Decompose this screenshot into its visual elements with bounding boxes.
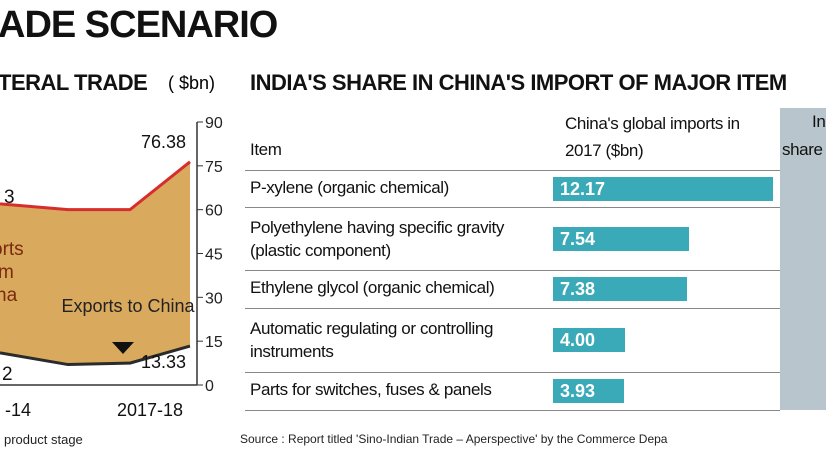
series-line — [0, 344, 191, 367]
y-tick-label: 75 — [205, 159, 223, 176]
bar-label: 7.38 — [560, 279, 596, 299]
page-title: ADE SCENARIO — [0, 4, 278, 46]
bar-label: 12.17 — [560, 178, 606, 199]
bar — [553, 379, 625, 403]
row-line — [245, 410, 780, 411]
value-label: 76.38 — [141, 132, 186, 152]
annotation: na — [0, 285, 18, 306]
column-header: China's global imports in 2017 ($bn) — [565, 114, 740, 160]
area-chart: 76.38 13.33 0 15 30 45 60 75 90 -14 2017-18 Exports… — [0, 115, 223, 420]
x-tick-label: 2017-18 — [117, 400, 183, 420]
annotation: orts — [0, 239, 24, 260]
item-label: P-xylene (organic chemical) — [250, 177, 449, 197]
column-header: Item — [250, 140, 282, 159]
right-title: INDIA'S SHARE IN CHINA'S IMPORT OF MAJOR… — [250, 70, 787, 95]
column-header: share — [782, 140, 823, 159]
share-column — [780, 108, 826, 410]
row-line — [245, 270, 780, 271]
annotation: 3 — [4, 187, 15, 208]
unit: ( $bn) — [168, 73, 216, 93]
row-line — [245, 207, 780, 208]
series-label: Exports to China — [61, 296, 195, 316]
x-tick-label: -14 — [5, 400, 31, 420]
y-tick-label: 30 — [205, 290, 223, 307]
column-header: In — [812, 112, 826, 131]
item-label: Ethylene glycol (organic chemical) — [250, 278, 495, 297]
bar-label: 7.54 — [560, 228, 596, 249]
item-label: Parts for switches, fuses & panels — [250, 380, 492, 399]
row-line — [245, 170, 780, 171]
y-tick-label: 45 — [205, 247, 223, 264]
y-tick-label: 90 — [205, 115, 223, 132]
series-line — [0, 160, 191, 212]
row-line — [245, 308, 780, 309]
trade-gap-area — [0, 161, 190, 365]
y-tick-label: 0 — [205, 378, 214, 395]
y-tick-label: 60 — [205, 203, 223, 220]
row-line — [245, 372, 780, 373]
y-tick-label: 15 — [205, 334, 223, 351]
annotation: m — [0, 262, 14, 283]
value-label: 13.33 — [141, 352, 186, 372]
bar — [553, 328, 626, 352]
bar — [553, 277, 687, 301]
arrow — [112, 342, 134, 354]
item-label: Automatic regulating or controlling inst… — [250, 319, 494, 361]
bar-label: 4.00 — [560, 330, 596, 350]
footnote: product stage — [4, 432, 83, 447]
annotation: 2 — [2, 364, 13, 385]
bar-label: 3.93 — [560, 381, 596, 401]
bar — [553, 226, 690, 251]
item-label: Polyethylene having specific gravity (pl… — [250, 217, 504, 260]
source: Source : Report titled 'Sino-Indian Trad… — [240, 432, 668, 446]
left-title: TERAL TRADE — [0, 70, 148, 95]
bar — [553, 176, 774, 201]
